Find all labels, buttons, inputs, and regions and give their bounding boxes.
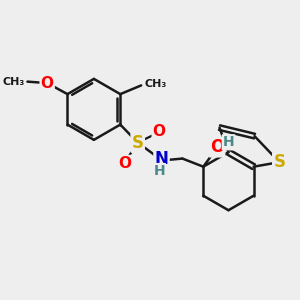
Text: H: H — [223, 135, 234, 149]
Text: O: O — [153, 124, 166, 139]
Text: S: S — [132, 134, 144, 152]
Text: S: S — [273, 153, 285, 171]
Text: O: O — [41, 76, 54, 91]
Text: N: N — [154, 150, 168, 168]
Text: CH₃: CH₃ — [144, 79, 166, 89]
Text: H: H — [153, 164, 165, 178]
Text: O: O — [118, 156, 131, 171]
Text: O: O — [210, 138, 224, 156]
Text: CH₃: CH₃ — [2, 76, 25, 87]
